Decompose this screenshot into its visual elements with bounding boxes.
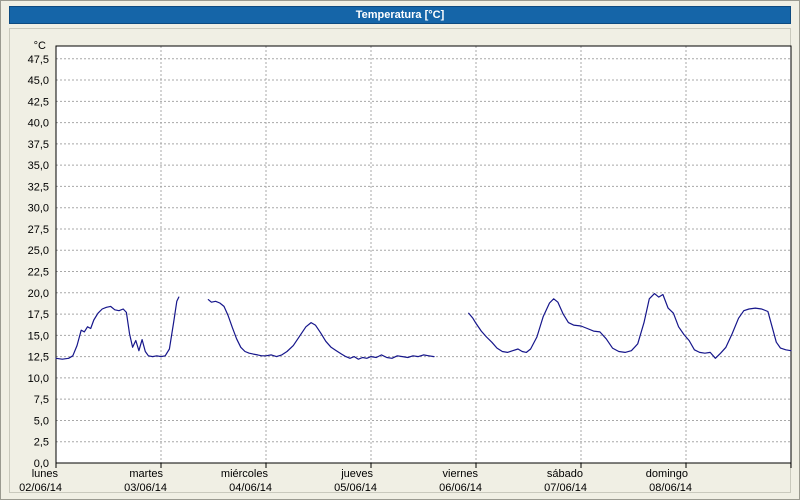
svg-text:05/06/14: 05/06/14 (334, 482, 377, 494)
svg-text:27,5: 27,5 (28, 224, 49, 236)
svg-text:07/06/14: 07/06/14 (544, 482, 587, 494)
svg-text:°C: °C (34, 40, 46, 52)
svg-text:7,5: 7,5 (34, 394, 49, 406)
svg-text:0,0: 0,0 (34, 458, 49, 470)
svg-text:25,0: 25,0 (28, 245, 49, 257)
svg-text:42,5: 42,5 (28, 96, 49, 108)
svg-text:miércoles: miércoles (221, 468, 269, 480)
svg-text:jueves: jueves (340, 468, 373, 480)
temperature-chart: °C 47,5 45,0 42,5 40,0 37,5 35,0 32,5 30,0 27,5 25… (1, 25, 800, 495)
svg-text:lunes: lunes (32, 468, 59, 480)
svg-text:sábado: sábado (547, 468, 583, 480)
window-title-bar[interactable]: Temperatura [°C] (9, 6, 791, 24)
svg-text:12,5: 12,5 (28, 352, 49, 364)
svg-text:35,0: 35,0 (28, 160, 49, 172)
svg-text:viernes: viernes (443, 468, 479, 480)
svg-text:10,0: 10,0 (28, 373, 49, 385)
svg-text:03/06/14: 03/06/14 (124, 482, 167, 494)
svg-text:40,0: 40,0 (28, 118, 49, 130)
svg-text:15,0: 15,0 (28, 330, 49, 342)
svg-text:5,0: 5,0 (34, 415, 49, 427)
svg-text:37,5: 37,5 (28, 139, 49, 151)
svg-text:04/06/14: 04/06/14 (229, 482, 272, 494)
svg-text:32,5: 32,5 (28, 181, 49, 193)
svg-text:02/06/14: 02/06/14 (19, 482, 62, 494)
svg-text:martes: martes (129, 468, 163, 480)
svg-text:08/06/14: 08/06/14 (649, 482, 692, 494)
window-title: Temperatura [°C] (355, 9, 445, 21)
svg-text:22,5: 22,5 (28, 267, 49, 279)
svg-text:06/06/14: 06/06/14 (439, 482, 482, 494)
svg-text:47,5: 47,5 (28, 54, 49, 66)
svg-text:2,5: 2,5 (34, 437, 49, 449)
chart-canvas: °C 47,5 45,0 42,5 40,0 37,5 35,0 32,5 30,0 27,5 25… (19, 40, 792, 494)
svg-text:45,0: 45,0 (28, 75, 49, 87)
svg-text:20,0: 20,0 (28, 288, 49, 300)
svg-text:domingo: domingo (646, 468, 688, 480)
svg-text:17,5: 17,5 (28, 309, 49, 321)
svg-text:30,0: 30,0 (28, 203, 49, 215)
